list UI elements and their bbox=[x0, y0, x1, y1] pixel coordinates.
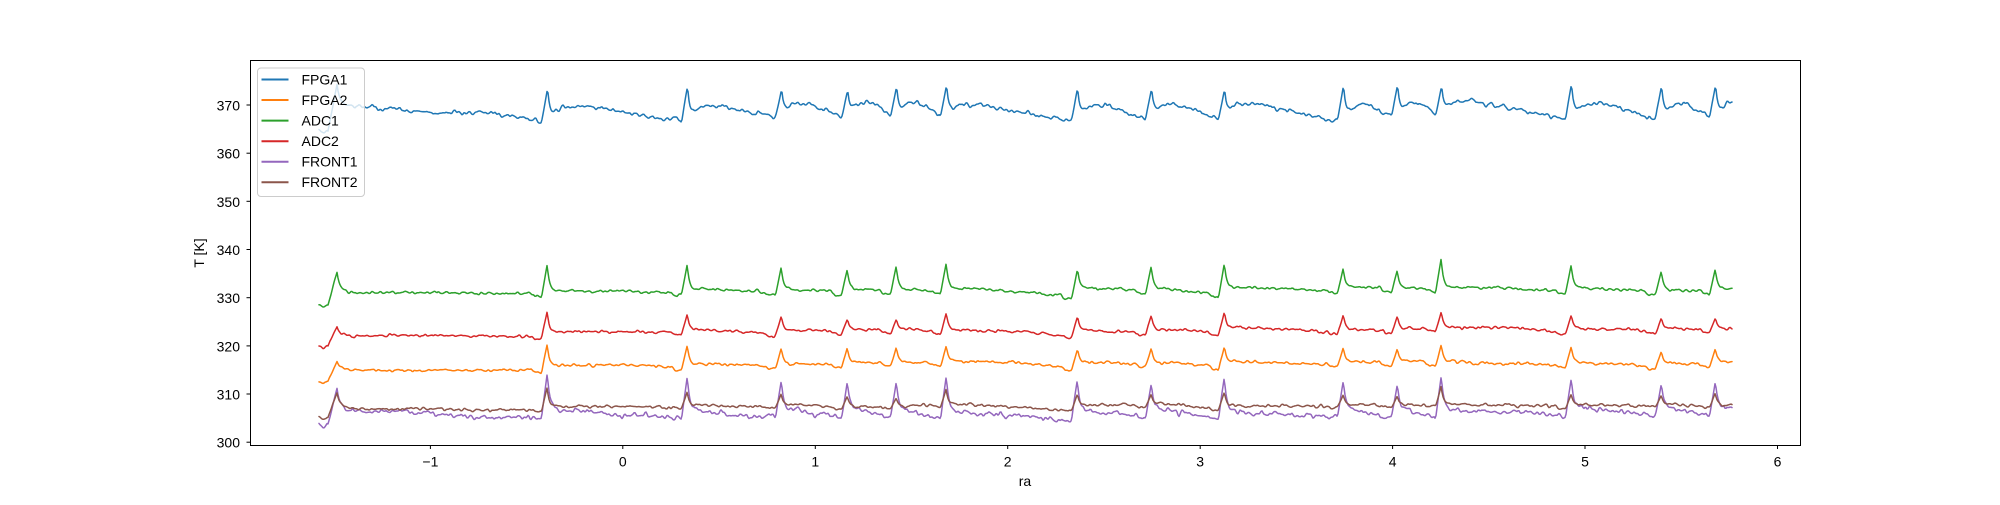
svg-text:310: 310 bbox=[217, 387, 241, 403]
svg-text:340: 340 bbox=[217, 242, 241, 258]
svg-text:ra: ra bbox=[1019, 473, 1032, 489]
svg-text:3: 3 bbox=[1196, 454, 1204, 470]
svg-text:T [K]: T [K] bbox=[191, 238, 207, 267]
svg-text:0: 0 bbox=[619, 454, 627, 470]
svg-text:350: 350 bbox=[217, 194, 241, 210]
svg-text:6: 6 bbox=[1774, 454, 1782, 470]
svg-text:FPGA2: FPGA2 bbox=[302, 92, 348, 108]
svg-text:FPGA1: FPGA1 bbox=[302, 72, 348, 88]
svg-text:360: 360 bbox=[217, 146, 241, 162]
svg-text:FRONT1: FRONT1 bbox=[302, 154, 358, 170]
svg-text:−1: −1 bbox=[422, 454, 438, 470]
svg-text:320: 320 bbox=[217, 338, 241, 354]
svg-text:2: 2 bbox=[1004, 454, 1012, 470]
svg-text:5: 5 bbox=[1581, 454, 1589, 470]
svg-text:370: 370 bbox=[217, 98, 241, 114]
svg-text:ADC1: ADC1 bbox=[302, 113, 340, 129]
svg-text:FRONT2: FRONT2 bbox=[302, 174, 358, 190]
svg-text:330: 330 bbox=[217, 290, 241, 306]
svg-text:4: 4 bbox=[1389, 454, 1397, 470]
svg-text:ADC2: ADC2 bbox=[302, 133, 340, 149]
svg-text:300: 300 bbox=[217, 435, 241, 451]
svg-text:1: 1 bbox=[811, 454, 819, 470]
